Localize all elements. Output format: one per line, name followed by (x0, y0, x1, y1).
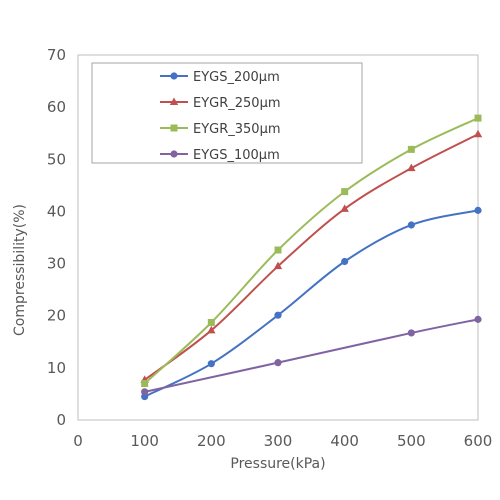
data-point (341, 188, 349, 196)
data-point (274, 246, 282, 254)
legend: EYGS_200μm EYGR_250μm EYGR_350μm EYGS_100μm (91, 62, 363, 164)
y-tick-label: 70 (47, 46, 66, 64)
data-point (474, 114, 482, 122)
data-point (274, 359, 282, 367)
data-point (407, 329, 415, 337)
data-point (207, 360, 215, 368)
data-point (473, 129, 483, 138)
legend-swatch-marker (169, 97, 179, 105)
data-point (474, 315, 482, 323)
legend-label: EYGS_200μm (193, 70, 280, 85)
series-group (141, 315, 482, 396)
x-tick-label: 400 (330, 432, 359, 450)
legend-swatch-marker (170, 124, 178, 132)
data-point (474, 206, 482, 214)
legend-box (91, 62, 363, 164)
series-group (141, 114, 482, 387)
y-tick-label: 50 (47, 150, 66, 168)
data-point (141, 388, 149, 396)
data-point (407, 221, 415, 229)
series-line (144, 133, 479, 381)
data-point (407, 163, 416, 172)
legend-item: EYGR_250μm (160, 96, 281, 111)
legend-label: EYGS_100μm (193, 148, 280, 163)
data-point (207, 325, 216, 334)
data-point (141, 380, 149, 387)
data-point (274, 311, 282, 319)
legend-label: EYGR_250μm (193, 96, 281, 111)
data-point (407, 145, 415, 153)
series-line (144, 318, 479, 393)
legend-item: EYGS_200μm (160, 70, 280, 85)
y-tick-label: 0 (56, 411, 66, 429)
x-tick-label: 200 (197, 432, 226, 450)
data-point (340, 204, 349, 212)
x-tick-label: 600 (464, 432, 493, 450)
x-tick-label: 500 (397, 432, 426, 450)
data-point (273, 261, 283, 270)
y-tick-label: 20 (47, 307, 66, 325)
data-point (207, 318, 215, 326)
y-tick-label: 30 (47, 255, 66, 273)
y-axis-title: Compressibility(%) (12, 204, 28, 336)
data-point (341, 257, 349, 266)
legend-label: EYGR_350μm (193, 122, 281, 137)
legend-swatch-marker (170, 72, 178, 80)
legend-item: EYGR_350μm (160, 122, 281, 137)
plot-frame (77, 54, 479, 421)
x-tick-label: 100 (130, 432, 159, 450)
x-axis-title: Pressure(kPa) (230, 456, 325, 472)
y-tick-label: 10 (47, 359, 66, 377)
series-group (141, 206, 482, 401)
series-group (140, 129, 483, 383)
y-tick-label: 40 (47, 202, 66, 220)
x-tick-label: 300 (264, 432, 293, 450)
y-tick-label: 60 (47, 98, 66, 116)
x-tick-label: 0 (73, 432, 83, 450)
legend-item: EYGS_100μm (160, 148, 280, 163)
legend-swatch-marker (170, 150, 178, 158)
series-line (144, 209, 479, 398)
